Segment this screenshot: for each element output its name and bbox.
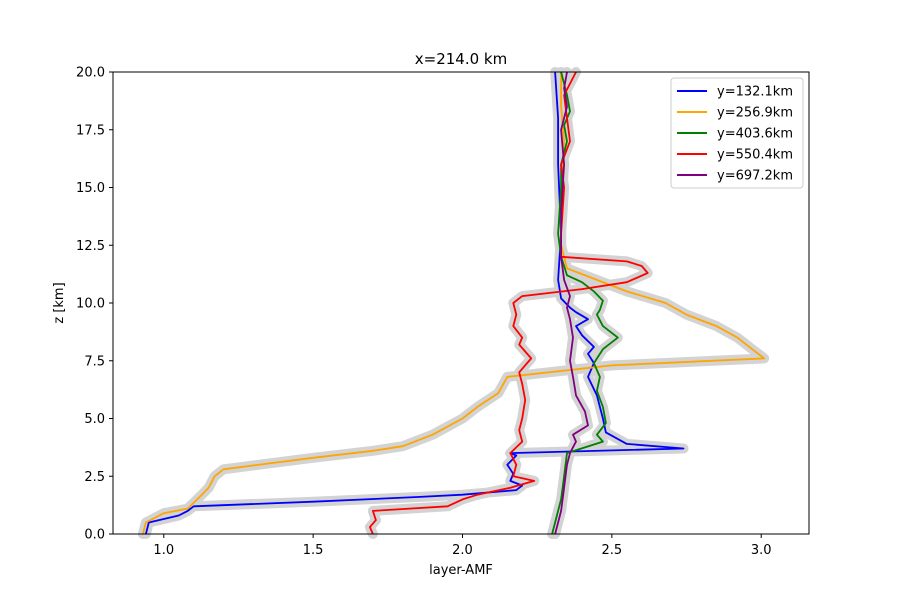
x-axis-title: layer-AMF bbox=[429, 563, 493, 578]
x-axis: 1.0 1.5 2.0 2.5 3.0 bbox=[153, 534, 772, 558]
y-axis: 0.0 2.5 5.0 7.5 10.0 12.5 15.0 17.5 20.0 bbox=[76, 66, 113, 543]
y-tick-label: 10.0 bbox=[76, 297, 105, 312]
y-axis-title: z [km] bbox=[52, 282, 67, 323]
y-tick-label: 7.5 bbox=[84, 354, 105, 369]
y-tick-label: 12.5 bbox=[76, 239, 105, 254]
y-tick-label: 17.5 bbox=[76, 123, 105, 138]
y-tick-label: 20.0 bbox=[76, 66, 105, 81]
x-tick-label: 1.5 bbox=[303, 543, 324, 558]
y-tick-label: 15.0 bbox=[76, 181, 105, 196]
legend-label: y=132.1km bbox=[717, 85, 793, 100]
legend-box bbox=[670, 77, 804, 189]
legend: y=132.1km y=256.9km y=403.6km y=550.4km y=69… bbox=[670, 77, 804, 189]
y-tick-label: 5.0 bbox=[84, 412, 105, 427]
y-tick-label: 0.0 bbox=[84, 528, 105, 543]
legend-label: y=403.6km bbox=[717, 127, 793, 142]
legend-label: y=256.9km bbox=[717, 106, 793, 121]
series-line bbox=[554, 71, 589, 535]
x-tick-label: 1.0 bbox=[153, 543, 174, 558]
y-tick-label: 2.5 bbox=[84, 470, 105, 485]
series-lines bbox=[142, 71, 766, 535]
series-line bbox=[142, 72, 766, 535]
x-tick-label: 2.5 bbox=[602, 543, 623, 558]
legend-label: y=550.4km bbox=[717, 148, 793, 163]
x-tick-label: 3.0 bbox=[751, 543, 772, 558]
x-tick-label: 2.0 bbox=[452, 543, 473, 558]
chart-title: x=214.0 km bbox=[415, 50, 507, 68]
legend-label: y=697.2km bbox=[717, 169, 793, 184]
